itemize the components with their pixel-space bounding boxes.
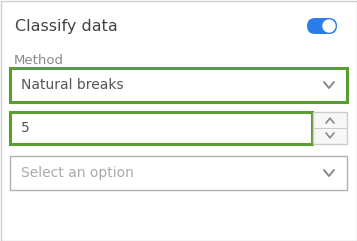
FancyBboxPatch shape xyxy=(10,68,347,102)
Text: Natural breaks: Natural breaks xyxy=(21,78,124,92)
Text: Select an option: Select an option xyxy=(21,166,134,180)
Text: Method: Method xyxy=(14,54,64,67)
FancyBboxPatch shape xyxy=(10,156,347,190)
FancyBboxPatch shape xyxy=(10,112,312,144)
Circle shape xyxy=(323,20,335,32)
FancyBboxPatch shape xyxy=(307,18,337,34)
Text: Classify data: Classify data xyxy=(15,19,118,33)
Text: 5: 5 xyxy=(21,121,30,135)
FancyBboxPatch shape xyxy=(313,112,347,144)
